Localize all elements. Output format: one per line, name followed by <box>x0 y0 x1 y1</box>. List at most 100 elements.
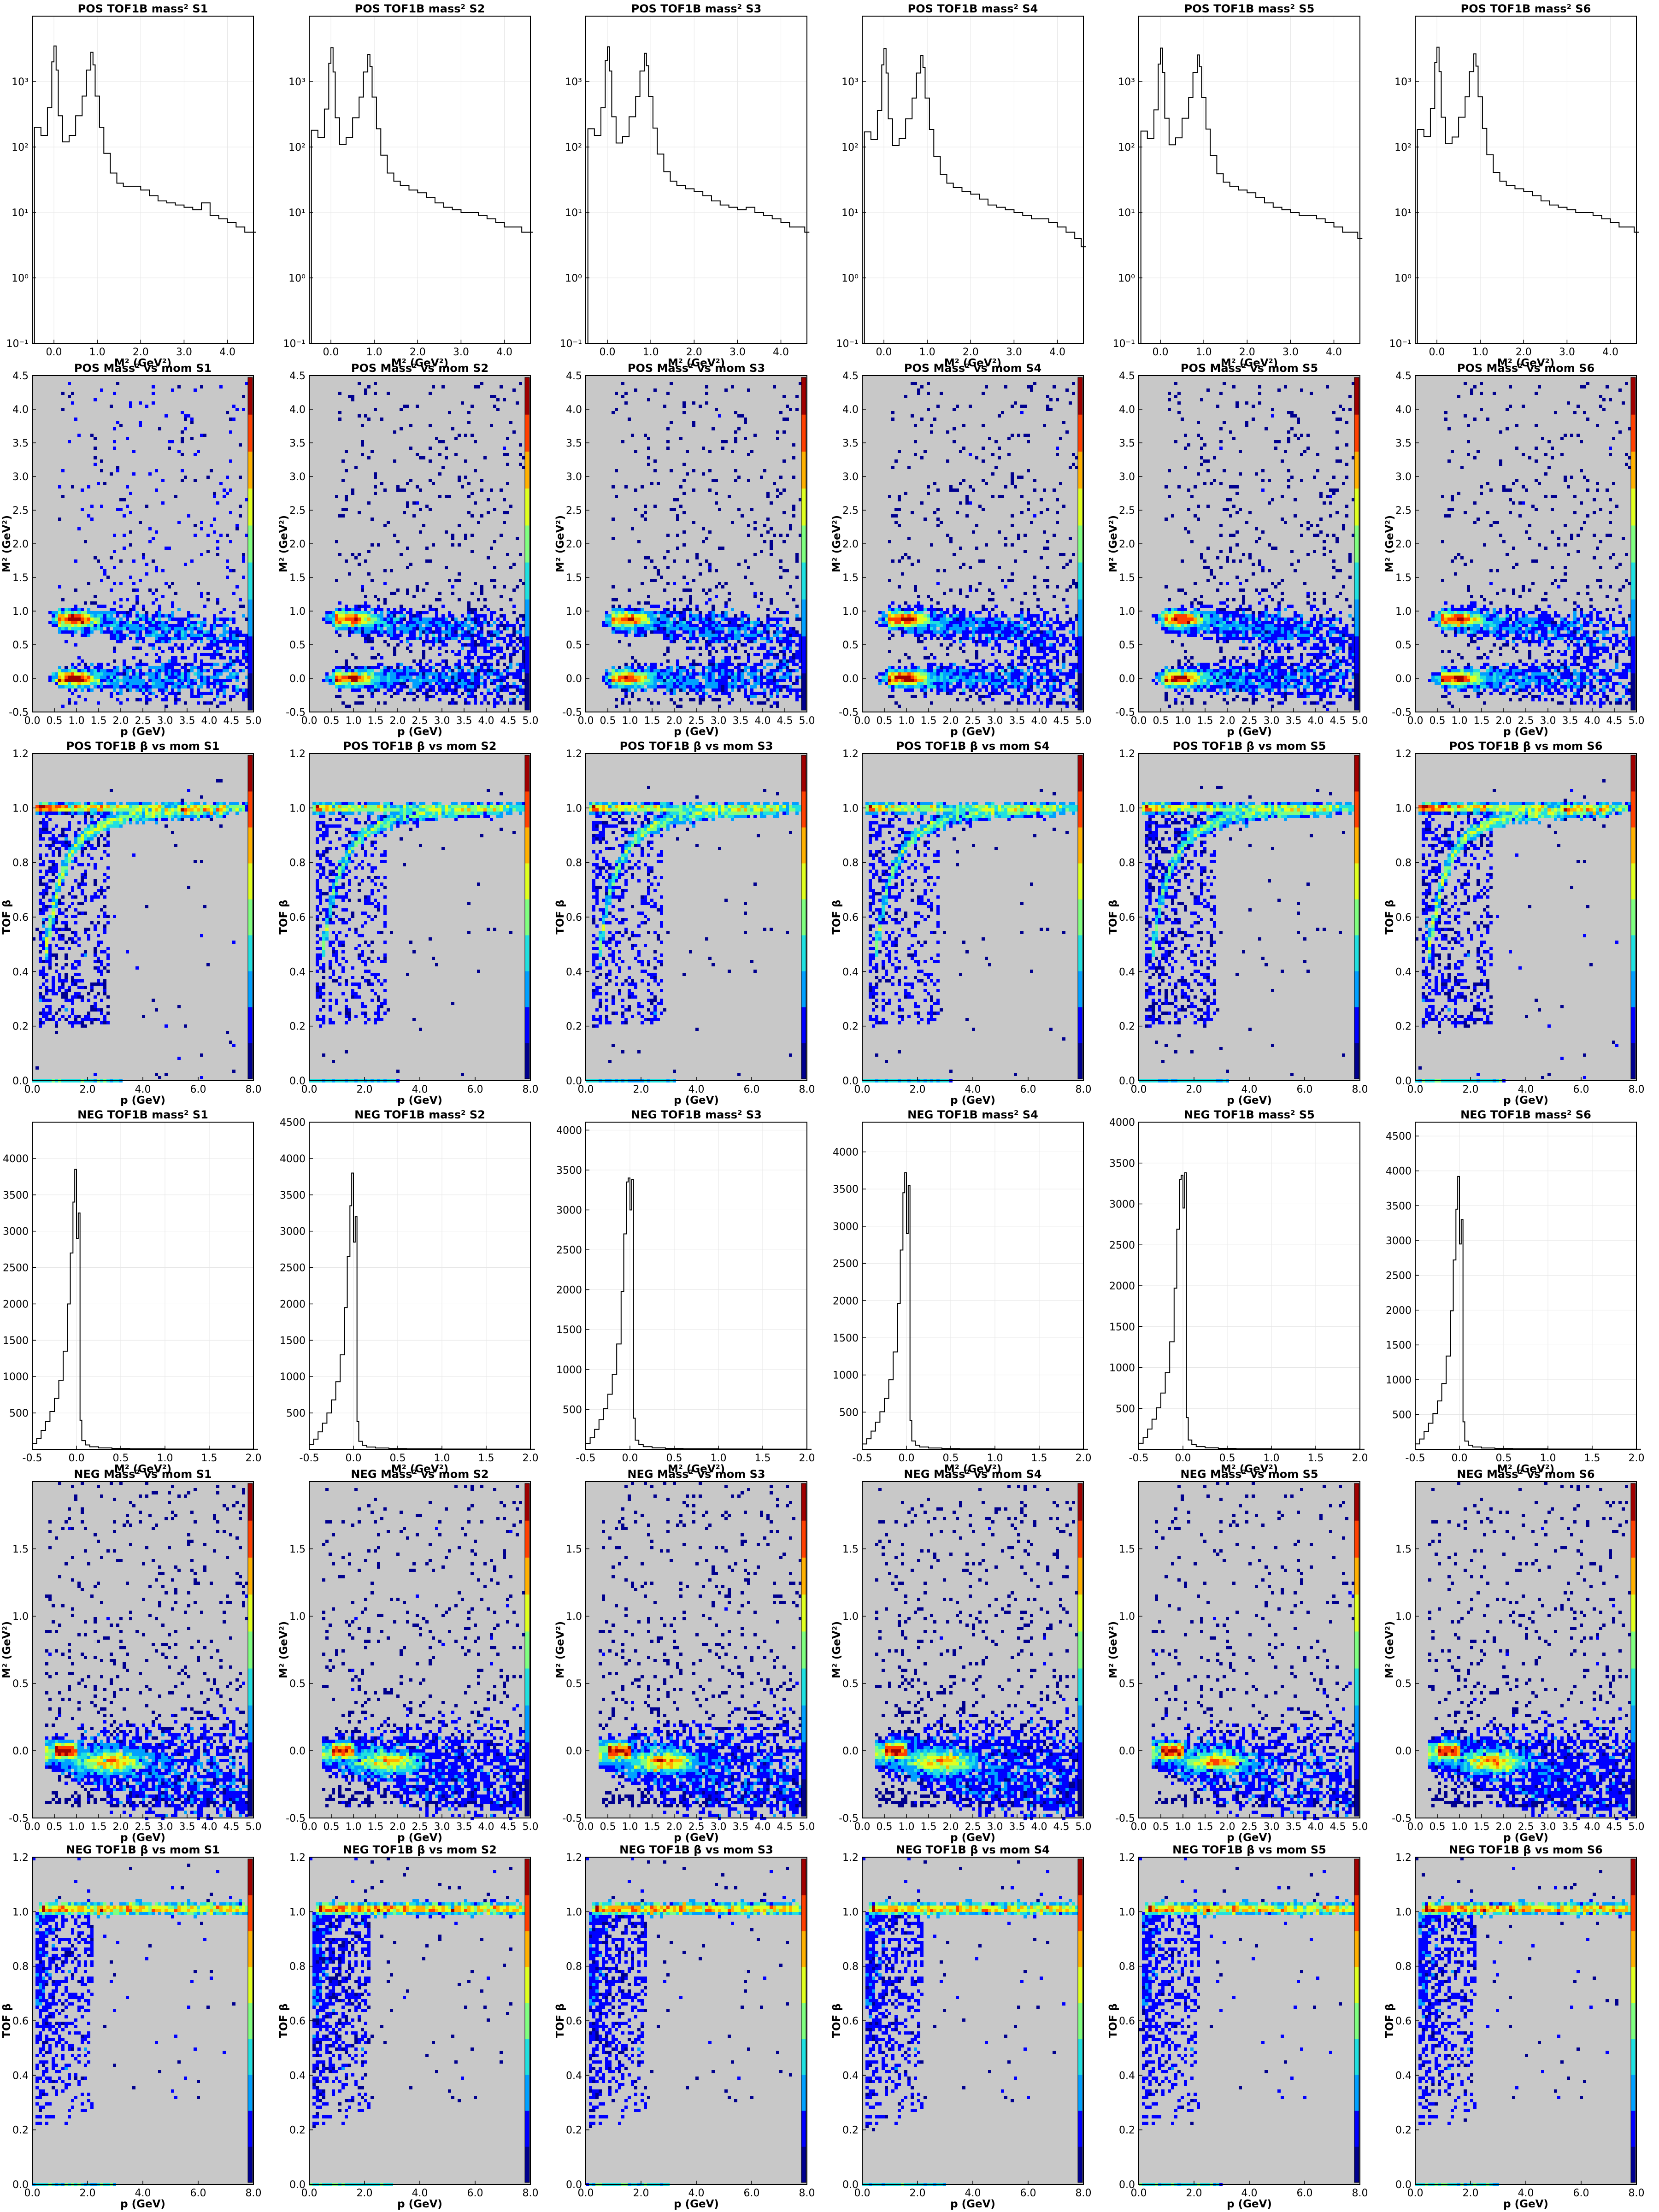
heat-bin <box>235 650 239 653</box>
heat-bin <box>119 701 123 705</box>
heat-bin <box>87 685 90 688</box>
heat-bin <box>61 705 65 708</box>
heat-bin <box>71 611 74 614</box>
heat-bin <box>216 501 219 505</box>
heat-bin <box>106 679 110 682</box>
heat-bin <box>100 669 103 672</box>
heat-bin <box>139 679 142 682</box>
heat-bin <box>97 559 100 563</box>
heat-bin <box>219 611 223 614</box>
heat-bin <box>132 656 135 659</box>
heat-bin <box>232 672 235 676</box>
heat-bin <box>100 679 103 682</box>
heat-bin <box>126 437 129 440</box>
heat-bin <box>132 672 135 676</box>
heat-bin <box>81 676 84 679</box>
heat-bin <box>135 614 139 618</box>
heat-bin <box>74 614 77 618</box>
heat-bin <box>65 682 68 685</box>
heat-bin <box>161 650 165 653</box>
heat-bin <box>171 647 174 650</box>
heat-bin <box>190 621 194 624</box>
heat-bin <box>216 705 219 708</box>
heat-bin <box>61 469 65 472</box>
heat-bin <box>135 663 139 666</box>
heat-bin <box>184 414 187 418</box>
heat-bin <box>171 637 174 640</box>
heat-bin <box>184 669 187 672</box>
heat-bin <box>110 621 113 624</box>
heat-bin <box>226 676 229 679</box>
heat-bin <box>68 701 71 705</box>
heat-bin <box>226 666 229 669</box>
heat-bin <box>165 624 168 627</box>
y-tick-label: 10⁻¹ <box>1113 338 1135 350</box>
heat-bin <box>200 695 203 698</box>
heat-bin <box>181 453 184 456</box>
y-tick-label: 10¹ <box>565 207 582 219</box>
heat-bin <box>94 621 97 624</box>
heat-bin <box>242 688 245 692</box>
heat-bin <box>87 688 90 692</box>
heat-bin <box>116 692 119 695</box>
heat-bin <box>197 701 200 705</box>
heat-bin <box>132 450 135 453</box>
heat-bin <box>165 669 168 672</box>
heat-bin <box>190 630 194 634</box>
panel-title-s6: POS TOF1B mass² S6 <box>1461 2 1591 15</box>
heat-bin <box>94 627 97 630</box>
heat-bin <box>145 630 148 634</box>
heat-bin <box>65 676 68 679</box>
heat-bin <box>174 627 177 630</box>
heat-bin <box>142 679 145 682</box>
heat-bin <box>129 676 132 679</box>
heat-bin <box>126 627 129 630</box>
heat-bin <box>235 524 239 527</box>
heat-bin <box>94 398 97 401</box>
heat-bin <box>206 669 210 672</box>
heat-bin <box>148 630 152 634</box>
heat-bin <box>113 659 116 663</box>
heat-bin <box>219 656 223 659</box>
heat-bin <box>90 669 94 672</box>
heat-bin <box>190 666 194 669</box>
heat-bin <box>61 495 65 498</box>
heat-bin <box>106 624 110 627</box>
heat-bin <box>113 688 116 692</box>
heat-bin <box>135 688 139 692</box>
heat-bin <box>184 685 187 688</box>
heat-bin <box>126 698 129 701</box>
heat-bin <box>132 559 135 563</box>
heat-bin <box>190 692 194 695</box>
heat-bin <box>181 469 184 472</box>
heat-bin <box>200 640 203 643</box>
heat-bin <box>213 495 216 498</box>
heat-bin <box>148 666 152 669</box>
heat-bin <box>58 627 61 630</box>
heat-bin <box>77 627 81 630</box>
heat-bin <box>135 637 139 640</box>
heat-bin <box>113 647 116 650</box>
heat-bin <box>223 627 226 630</box>
heat-bin <box>171 672 174 676</box>
y-tick-label: 10⁰ <box>1394 273 1412 284</box>
y-tick-label: 10³ <box>1394 76 1412 88</box>
heat-bin <box>232 630 235 634</box>
heat-bin <box>145 701 148 705</box>
heat-bin <box>129 611 132 614</box>
heat-bin <box>135 588 139 592</box>
heat-bin <box>203 669 206 672</box>
heat-bin <box>87 682 90 685</box>
heat-bin <box>158 647 161 650</box>
heat-bin <box>223 669 226 672</box>
heat-bin <box>74 611 77 614</box>
heat-bin <box>94 601 97 605</box>
x-tick-label: 1.0 <box>919 347 935 358</box>
heat-bin <box>74 669 77 672</box>
heat-bin <box>139 647 142 650</box>
heat-bin <box>113 630 116 634</box>
heat-bin <box>126 666 129 669</box>
heat-bin <box>145 614 148 618</box>
heat-bin <box>187 611 190 614</box>
heat-bin <box>123 659 126 663</box>
